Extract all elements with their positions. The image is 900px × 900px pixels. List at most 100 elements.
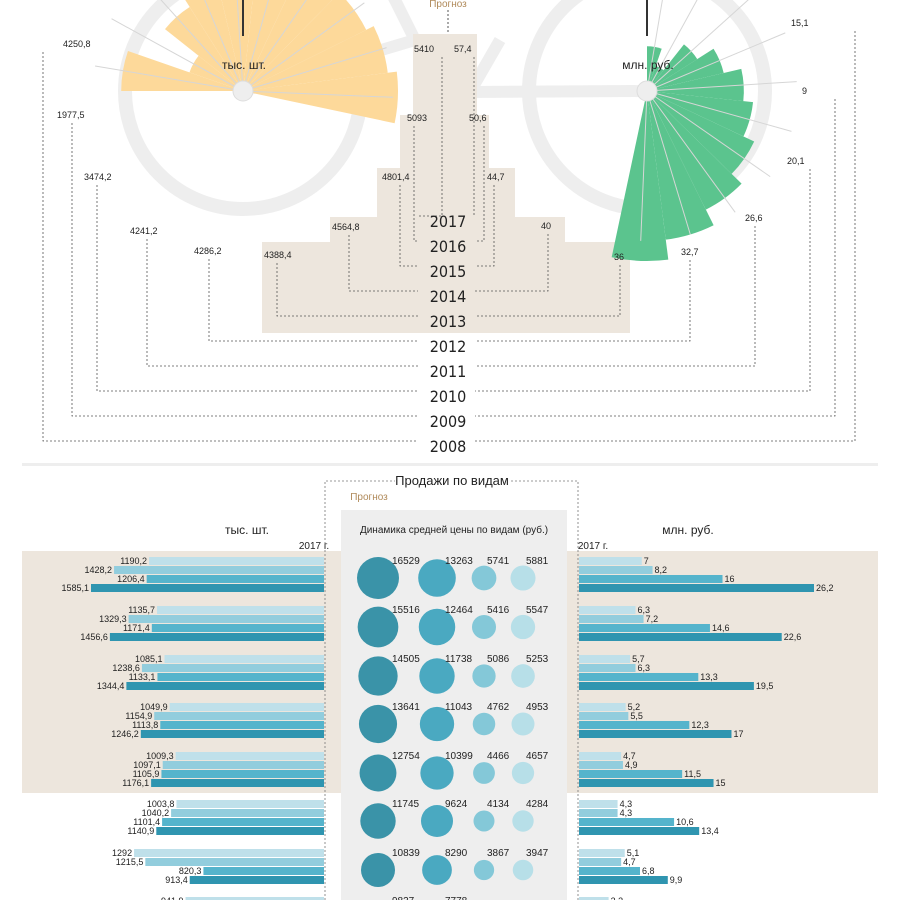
money-spoke-2008 (646, 0, 663, 92)
right-bar-label-6-1: 4,7 (623, 857, 636, 867)
year-label-2010: 2010 (430, 387, 467, 406)
money-petal-2014 (647, 91, 755, 174)
year-label-2011: 2011 (430, 362, 467, 381)
money-label-2013: 36 (614, 252, 624, 262)
panel-bracket-left (324, 480, 395, 900)
price-circle-0-2 (471, 565, 497, 591)
price-label-1-1: 12464 (445, 605, 473, 616)
money-label-2010: 20,1 (787, 156, 805, 166)
left-bar-0-2 (146, 575, 324, 583)
right-bar-label-0-3: 26,2 (816, 583, 834, 593)
units-petal-2016 (243, 26, 388, 92)
right-bar-6-1 (579, 858, 622, 866)
left-bar-label-2-2: 1133,1 (129, 672, 156, 682)
year-left-bottom: 2017 г. (299, 541, 329, 552)
year-label-2014: 2014 (430, 287, 467, 306)
price-circle-3-3 (511, 712, 535, 736)
units-petal-2011 (185, 0, 243, 91)
units-spoke-2010 (160, 0, 244, 92)
right-bar-1-3 (579, 633, 782, 641)
price-label-7-1: 7778 (445, 896, 468, 900)
price-circle-4-0 (359, 754, 397, 792)
left-bar-label-6-2: 820,3 (179, 866, 202, 876)
price-circle-5-0 (360, 803, 396, 839)
price-circle-0-3 (510, 565, 536, 591)
left-bar-5-3 (156, 827, 324, 835)
right-bar-0-1 (579, 566, 653, 574)
left-bar-0-3 (91, 584, 324, 592)
right-bar-label-6-3: 9,9 (670, 875, 683, 885)
price-circle-3-0 (358, 704, 398, 744)
price-circle-2-1 (419, 658, 455, 694)
right-bar-label-6-0: 5,1 (627, 848, 640, 858)
price-label-1-0: 15516 (392, 605, 420, 616)
left-bar-6-3 (189, 876, 324, 884)
units-spoke-2012 (236, 0, 244, 92)
price-circle-6-1 (422, 855, 452, 885)
units-spoke-2016 (242, 47, 387, 92)
right-bar-5-3 (579, 827, 700, 835)
forecast-box-top (262, 34, 630, 333)
money-label-2008: 15,1 (791, 18, 809, 28)
left-bar-6-0 (134, 849, 324, 857)
units-hub (232, 80, 254, 102)
left-bar-label-3-1: 1154,9 (125, 711, 152, 721)
units-petal-2009 (189, 55, 243, 91)
money-spoke-2015 (646, 90, 736, 213)
left-bar-5-1 (171, 809, 324, 817)
price-circle-4-3 (511, 761, 535, 785)
right-bar-4-1 (579, 761, 623, 769)
left-bar-1-0 (157, 606, 324, 614)
left-bar-3-0 (169, 703, 324, 711)
money-petal-2013 (647, 91, 754, 137)
year-label-2008: 2008 (430, 437, 467, 456)
price-circle-3-2 (472, 712, 496, 736)
price-circle-4-2 (473, 762, 495, 784)
left-bar-label-1-3: 1456,6 (80, 632, 108, 642)
year-label-2016: 2016 (430, 237, 467, 256)
price-circle-6-0 (360, 852, 396, 888)
price-circle-0-1 (418, 559, 456, 597)
right-bar-label-2-1: 6,3 (638, 663, 651, 673)
left-bar-6-2 (203, 867, 324, 875)
units-label-2013: 4388,4 (264, 250, 292, 260)
right-bar-0-2 (579, 575, 723, 583)
left-bar-3-1 (154, 712, 324, 720)
money-spoke-2016 (646, 90, 691, 235)
money-leader-2010 (475, 169, 811, 392)
units-leader-2008 (42, 52, 418, 442)
money-label-2011: 26,6 (745, 213, 763, 223)
money-leader-2017 (473, 57, 475, 217)
money-label-2012: 32,7 (681, 247, 699, 257)
price-label-5-1: 9624 (445, 799, 468, 810)
units-petal-2013 (243, 0, 286, 91)
bottom-title: Продажи по видам (395, 473, 509, 488)
units-left-top: тыс. шт. (222, 58, 266, 72)
price-label-0-3: 5881 (526, 556, 549, 567)
right-bar-2-3 (579, 682, 754, 690)
right-bar-label-4-3: 15 (716, 778, 726, 788)
right-bar-2-1 (579, 664, 636, 672)
right-bar-2-2 (579, 673, 699, 681)
right-bar-label-2-2: 13,3 (700, 672, 718, 682)
price-label-4-0: 12754 (392, 751, 420, 762)
price-circle-3-1 (419, 706, 455, 742)
forecast-label-bottom: Прогноз (350, 492, 388, 503)
left-bar-2-0 (164, 655, 324, 663)
price-label-4-1: 10399 (445, 751, 473, 762)
units-petal-2014 (243, 0, 333, 91)
money-leader-2014 (475, 234, 549, 292)
year-label-2012: 2012 (430, 337, 467, 356)
right-bar-label-1-3: 22,6 (784, 632, 802, 642)
left-bar-4-1 (162, 761, 324, 769)
left-bar-3-2 (160, 721, 324, 729)
price-label-1-3: 5547 (526, 605, 549, 616)
units-leader-2014 (348, 235, 418, 292)
price-label-4-3: 4657 (526, 751, 549, 762)
section-divider (22, 463, 878, 466)
left-bar-label-1-2: 1171,4 (123, 623, 150, 633)
price-circle-5-1 (420, 804, 454, 838)
price-circle-1-2 (471, 614, 497, 640)
right-bar-label-3-0: 5,2 (628, 702, 641, 712)
